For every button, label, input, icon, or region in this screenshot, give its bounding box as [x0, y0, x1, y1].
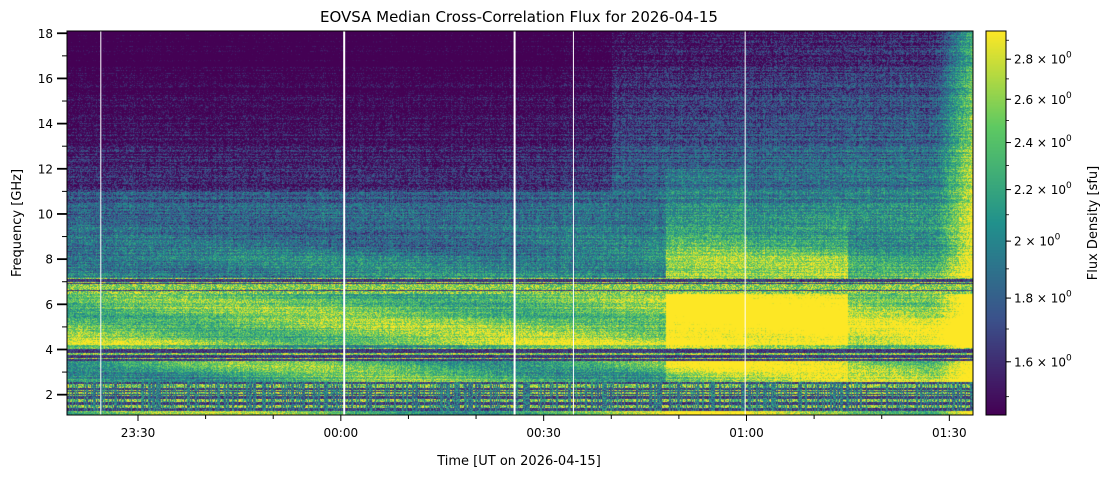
heatmap-image [67, 31, 973, 415]
y-tick-label: 4 [45, 343, 53, 357]
colorbar-tick-label: 2.4 × 100 [1014, 134, 1072, 150]
y-axis: 2 4 6 8 10 12 14 16 18 [38, 27, 67, 402]
x-axis: 23:30 00:00 00:30 01:00 01:30 [121, 415, 967, 440]
x-tick-label: 23:30 [121, 426, 156, 440]
x-axis-label: Time [UT on 2026-04-15] [436, 454, 601, 469]
colorbar-tick-label: 2.8 × 100 [1014, 51, 1072, 67]
colorbar-tick-label: 2.6 × 100 [1014, 91, 1072, 107]
y-tick-label: 18 [38, 27, 53, 41]
y-tick-label: 10 [38, 207, 53, 221]
y-axis-label: Frequency [GHz] [10, 169, 25, 277]
colorbar-label: Flux Density [sfu] [1086, 166, 1101, 280]
plot-frame [66, 30, 974, 416]
y-tick-label: 2 [45, 388, 53, 402]
colorbar-tick-label: 2.2 × 100 [1014, 181, 1072, 197]
x-tick-label: 01:00 [729, 426, 764, 440]
data-gap-lines [100, 31, 746, 415]
x-tick-label: 00:30 [526, 426, 561, 440]
chart-title: EOVSA Median Cross-Correlation Flux for … [320, 8, 718, 26]
colorbar-gradient [986, 31, 1006, 415]
y-tick-label: 8 [45, 253, 53, 267]
colorbar-frame [985, 30, 1007, 416]
y-tick-label: 12 [38, 162, 53, 176]
colorbar-ticks: 1.6 × 100 1.8 × 100 2 × 100 2.2 × 100 2.4 × … [1006, 39, 1072, 398]
y-tick-label: 16 [38, 72, 53, 86]
x-tick-label: 01:30 [932, 426, 967, 440]
colorbar-tick-label: 1.6 × 100 [1014, 353, 1072, 369]
y-tick-label: 14 [38, 117, 53, 131]
colorbar-tick-label: 1.8 × 100 [1014, 290, 1072, 306]
y-tick-label: 6 [45, 298, 53, 312]
colorbar-tick-label: 2 × 100 [1014, 233, 1061, 249]
x-tick-label: 00:00 [324, 426, 359, 440]
